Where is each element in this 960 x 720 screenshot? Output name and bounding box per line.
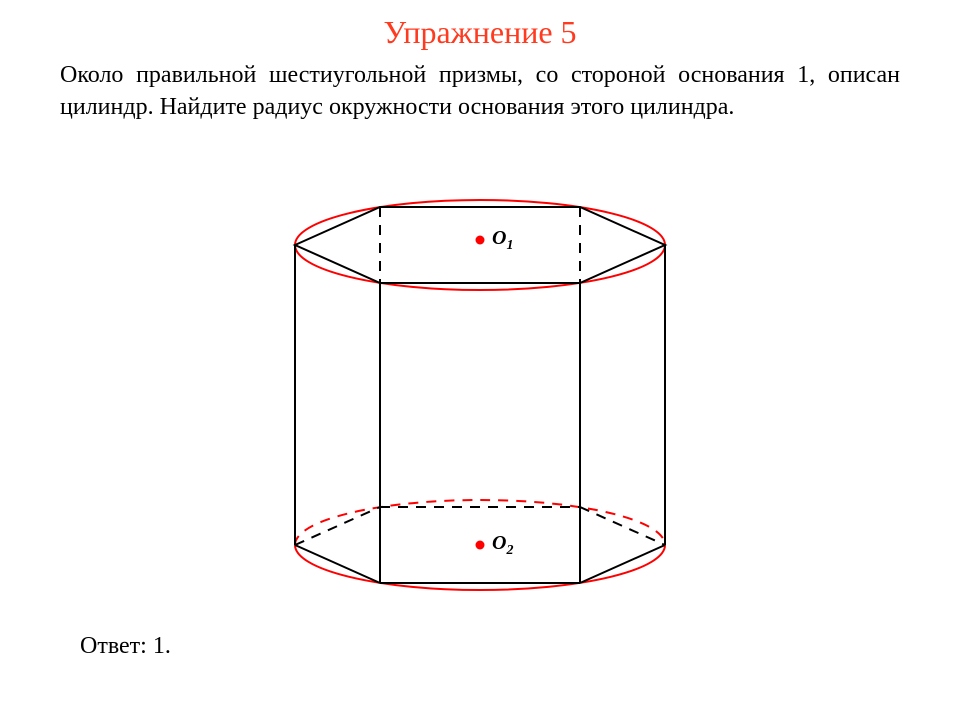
problem-statement: Около правильной шестиугольной призмы, с… (0, 51, 960, 124)
title-text: Упражнение 5 (383, 14, 576, 51)
cylinder-top-ellipse (295, 200, 665, 290)
center-o1-label: O1 (492, 227, 513, 253)
diagram-container: O1 O2 (240, 185, 720, 625)
center-o1-dot (476, 236, 485, 245)
prism-bottom-edge-5-0 (295, 545, 380, 583)
prism-cylinder-diagram: O1 O2 (240, 185, 720, 625)
answer-text: Ответ: 1. (80, 633, 171, 660)
prism-bottom-edge-0-1 (295, 507, 380, 545)
prism-bottom-edge-2-3 (580, 507, 665, 545)
prism-bottom-edge-3-4 (580, 545, 665, 583)
center-o2-label: O2 (492, 532, 513, 558)
prism-top-hexagon (295, 207, 665, 283)
center-o2-dot (476, 541, 485, 550)
page-title: Упражнение 5 (0, 0, 960, 51)
